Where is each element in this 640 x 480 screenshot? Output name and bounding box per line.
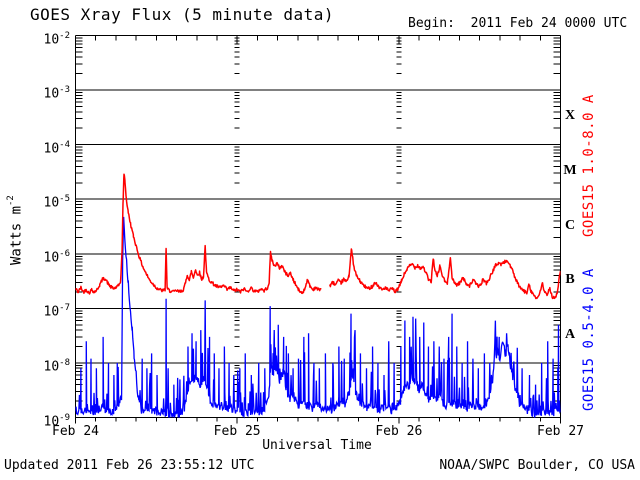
begin-timestamp: Begin: 2011 Feb 24 0000 UTC [408, 16, 628, 31]
long-channel-curve [75, 173, 561, 300]
y-tick-label: 10-2 [43, 30, 71, 47]
flare-class-B: B [565, 272, 575, 288]
short-channel-curve [75, 216, 561, 419]
y-tick-label: 10-6 [43, 248, 71, 266]
y-tick-label: 10-4 [43, 139, 71, 156]
y-axis-title: Watts m-2 [2, 168, 25, 293]
y-tick-label: 10-3 [43, 85, 71, 102]
x-tick-label: Feb 27 [537, 424, 584, 439]
chart-title: GOES Xray Flux (5 minute data) [30, 5, 334, 24]
x-tick-label: Feb 24 [52, 424, 99, 439]
flare-class-X: X [564, 108, 576, 124]
y-tick-label: 10-9 [43, 412, 71, 429]
source-credit: NOAA/SWPC Boulder, CO USA [439, 458, 635, 473]
series-label-long-channel: GOES15 1.0-8.0 A [581, 94, 597, 238]
flare-class-M: M [563, 162, 577, 178]
updated-timestamp: Updated 2011 Feb 26 23:55:12 UTC [4, 458, 255, 473]
x-tick-label: Feb 26 [375, 424, 423, 439]
axes-and-grid [75, 35, 561, 424]
y-tick-label: 10-5 [43, 194, 71, 211]
y-axis-title-exponent: -2 [6, 195, 16, 207]
y-axis-title-base: Watts m [8, 206, 25, 266]
y-tick-label: 10-7 [43, 303, 71, 320]
series-label-short-channel: GOES15 0.5-4.0 A [581, 268, 597, 412]
x-tick-label: Feb 25 [213, 424, 261, 439]
flare-class-C: C [564, 217, 576, 233]
y-tick-label: 10-8 [43, 357, 71, 375]
flare-class-A: A [564, 326, 576, 342]
x-axis-title: Universal Time [262, 438, 372, 453]
